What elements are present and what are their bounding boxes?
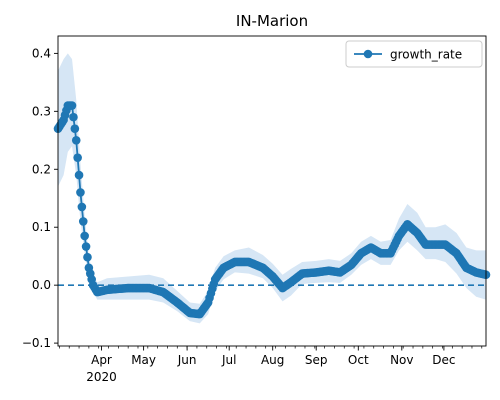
x-axis: Apr 2020 May Jun Jul Aug Sep Oct Nov Dec xyxy=(59,346,483,384)
data-point xyxy=(83,252,92,262)
legend-label: growth_rate xyxy=(390,48,462,62)
data-point xyxy=(73,153,82,162)
y-tick-label: 0.2 xyxy=(32,162,51,176)
x-tick-label: Apr xyxy=(91,353,112,367)
data-point xyxy=(76,188,85,197)
data-point xyxy=(67,101,77,110)
data-point xyxy=(77,202,87,212)
chart-title: IN-Marion xyxy=(236,12,308,30)
y-tick-label: 0.3 xyxy=(32,104,51,118)
y-axis: −0.1 0.0 0.1 0.2 0.3 0.4 xyxy=(22,46,58,350)
x-tick-label: May xyxy=(131,353,156,367)
legend-box xyxy=(345,40,483,68)
y-tick-label: −0.1 xyxy=(22,336,51,350)
x-tick-label: Aug xyxy=(261,353,284,367)
x-tick-label: Sep xyxy=(305,353,328,367)
data-point xyxy=(80,231,89,241)
data-point xyxy=(70,124,80,134)
y-tick-label: 0.0 xyxy=(32,278,51,292)
series-marker-layer xyxy=(53,101,491,319)
data-point xyxy=(69,112,78,122)
plot-frame xyxy=(57,35,487,347)
data-point xyxy=(81,242,91,251)
data-point xyxy=(78,217,88,226)
legend: growth_rate xyxy=(345,40,483,68)
x-tick-label: Dec xyxy=(432,353,455,367)
confidence-band xyxy=(58,53,486,324)
x-tick-label: Oct xyxy=(348,353,369,367)
x-tick-label: Jun xyxy=(177,353,197,367)
x-tick-year-label: 2020 xyxy=(86,370,117,384)
x-tick-label: Nov xyxy=(390,353,413,367)
x-tick-label: Jul xyxy=(221,353,236,367)
y-tick-label: 0.4 xyxy=(32,46,51,60)
y-tick-label: 0.1 xyxy=(32,220,51,234)
data-point xyxy=(74,170,84,180)
legend-marker-swatch xyxy=(363,49,373,59)
confidence-band-layer xyxy=(58,53,486,324)
data-point xyxy=(71,136,81,145)
